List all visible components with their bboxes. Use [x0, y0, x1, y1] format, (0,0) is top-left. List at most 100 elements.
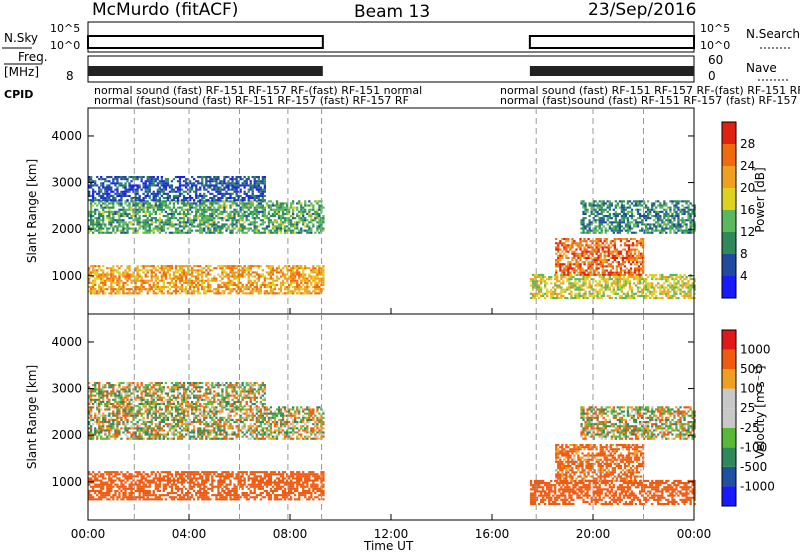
echo-cell — [257, 190, 260, 193]
echo-cell — [176, 176, 180, 179]
echo-cell — [146, 176, 149, 179]
echo-cell — [104, 477, 107, 480]
echo-cell — [302, 212, 305, 215]
echo-cell — [180, 192, 184, 195]
echo-cell — [665, 280, 668, 283]
echo-cell — [594, 219, 597, 222]
echo-cell — [286, 292, 289, 295]
echo-cell — [120, 273, 123, 276]
echo-cell — [138, 471, 141, 474]
echo-cell — [185, 286, 188, 289]
echo-cell — [112, 202, 115, 205]
echo-cell — [193, 286, 196, 289]
echo-cell — [241, 275, 244, 278]
echo-cell — [671, 294, 674, 297]
echo-cell — [544, 286, 547, 289]
echo-cell — [203, 219, 206, 222]
echo-cell — [300, 292, 303, 295]
echo-cell — [102, 269, 105, 272]
echo-cell — [565, 269, 568, 272]
echo-cell — [92, 269, 95, 272]
echo-cell — [316, 229, 319, 232]
echo-cell — [136, 221, 139, 224]
echo-cell — [235, 225, 238, 228]
echo-cell — [645, 210, 648, 213]
echo-cell — [555, 248, 558, 251]
echo-cell — [223, 192, 226, 195]
echo-cell — [600, 202, 603, 205]
echo-cell — [94, 477, 97, 480]
echo-cell — [645, 217, 648, 220]
echo-cell — [118, 290, 121, 293]
echo-cell — [116, 271, 119, 274]
echo-cell — [88, 492, 91, 495]
echo-cell — [671, 221, 674, 224]
echo-cell — [635, 263, 639, 266]
echo-cell — [92, 479, 95, 482]
echo-cell — [243, 288, 246, 291]
echo-cell — [681, 225, 684, 228]
echo-cell — [130, 184, 133, 187]
echo-cell — [316, 275, 319, 278]
echo-cell — [263, 281, 266, 284]
echo-cell — [579, 269, 582, 272]
echo-cell — [154, 292, 157, 295]
echo-cell — [298, 217, 301, 220]
echo-cell — [104, 178, 107, 181]
echo-cell — [659, 215, 662, 218]
echo-cell — [245, 292, 248, 295]
echo-cell — [588, 215, 591, 218]
echo-cell — [116, 212, 119, 215]
echo-cell — [124, 176, 127, 179]
echo-cell — [253, 265, 256, 268]
echo-cell — [275, 210, 279, 213]
echo-cell — [215, 176, 218, 179]
echo-cell — [600, 286, 603, 289]
echo-cell — [130, 485, 133, 488]
echo-cell — [116, 269, 119, 272]
echo-cell — [584, 297, 587, 300]
echo-cell — [269, 215, 273, 218]
echo-cell — [94, 498, 97, 501]
echo-cell — [136, 223, 139, 226]
echo-cell — [90, 180, 93, 183]
echo-cell — [233, 219, 236, 222]
echo-cell — [613, 240, 616, 243]
echo-cell — [247, 190, 250, 193]
echo-cell — [166, 219, 170, 222]
echo-cell — [132, 215, 135, 218]
echo-cell — [148, 206, 151, 209]
echo-cell — [229, 283, 232, 286]
echo-cell — [531, 294, 535, 297]
echo-cell — [174, 231, 178, 234]
echo-cell — [632, 215, 636, 218]
echo-cell — [320, 283, 323, 286]
echo-cell — [691, 282, 694, 285]
echo-cell — [626, 280, 630, 283]
echo-cell — [316, 208, 319, 211]
echo-cell — [90, 292, 93, 295]
echo-cell — [641, 204, 644, 207]
echo-cell — [92, 279, 95, 282]
echo-cell — [631, 254, 635, 257]
echo-cell — [98, 498, 101, 501]
echo-cell — [178, 184, 182, 187]
echo-cell — [126, 279, 129, 282]
echo-cell — [608, 212, 611, 215]
echo-cell — [225, 197, 228, 200]
echo-cell — [599, 256, 602, 259]
echo-cell — [685, 278, 688, 281]
echo-cell — [608, 288, 611, 291]
echo-cell — [683, 206, 686, 209]
echo-cell — [598, 292, 601, 295]
echo-cell — [178, 229, 182, 232]
echo-cell — [533, 294, 537, 297]
echo-cell — [138, 176, 141, 179]
echo-cell — [156, 292, 159, 295]
echo-cell — [629, 256, 633, 259]
echo-cell — [535, 280, 539, 283]
echo-cell — [573, 250, 576, 253]
echo-cell — [563, 252, 566, 255]
echo-cell — [249, 283, 252, 286]
echo-cell — [201, 275, 204, 278]
